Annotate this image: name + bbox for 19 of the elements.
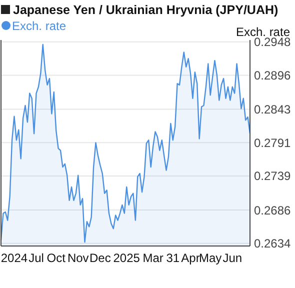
y-tick-label: 0.2843 [254, 102, 292, 117]
x-tick-label: Nov [67, 251, 89, 265]
x-tick-label: Mar [142, 251, 164, 265]
legend-label: Exch. rate [12, 19, 66, 33]
x-tick-label: Apr [181, 251, 200, 265]
y-tick-label: 0.2634 [254, 236, 292, 251]
x-tick-label: Jun [222, 251, 242, 265]
y-tick-label: 0.2686 [254, 203, 292, 218]
y-tick-label: 0.2739 [254, 169, 292, 184]
y-tick-label: 0.2896 [254, 68, 292, 82]
x-tick-label: Oct [46, 251, 66, 265]
y-tick-label: 0.2791 [254, 136, 292, 150]
x-tick-label: May [199, 251, 222, 265]
x-tick-label: 31 [166, 251, 180, 265]
chart-title: Japanese Yen / Ukrainian Hryvnia (JPY/UAH) [13, 3, 278, 17]
x-tick-label: Jul [28, 251, 44, 265]
x-tick-label: 2025 [113, 251, 140, 265]
x-tick-label: Dec [89, 251, 111, 265]
x-tick-label: 2024 [0, 251, 28, 265]
